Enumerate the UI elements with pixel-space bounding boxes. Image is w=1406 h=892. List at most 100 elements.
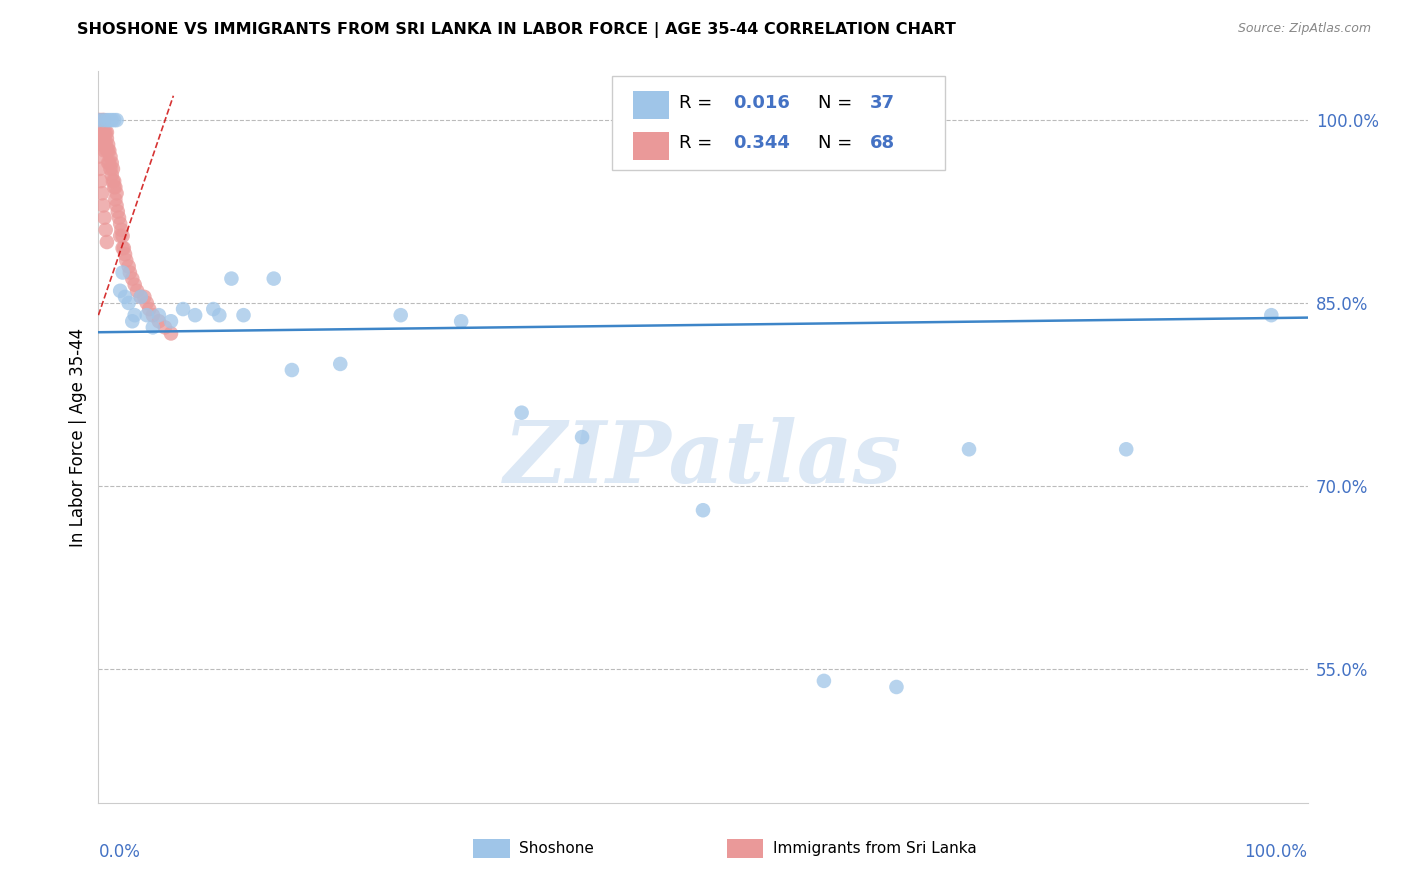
Point (124, 308, 146, 322)
Point (118, 296, 141, 310)
Point (100, 150, 122, 164)
Point (142, 308, 165, 322)
Point (89, 125, 111, 139)
Bar (633, 91, 669, 119)
Text: N =: N = (818, 94, 858, 112)
Text: 0.344: 0.344 (734, 134, 790, 153)
Point (208, 308, 231, 322)
Point (104, 180, 127, 194)
Point (89, 161, 111, 176)
Point (108, 284, 131, 298)
Point (93, 125, 115, 139)
Point (96, 144, 118, 158)
Point (184, 308, 207, 322)
Text: R =: R = (679, 134, 718, 153)
Point (135, 296, 157, 310)
Point (112, 241, 135, 255)
Point (87, 150, 110, 164)
Bar (633, 132, 669, 160)
Point (118, 265, 141, 279)
Point (118, 260, 141, 274)
Point (108, 217, 131, 231)
Text: Source: ZipAtlas.com: Source: ZipAtlas.com (1237, 22, 1371, 36)
Point (110, 223, 132, 237)
Point (129, 290, 152, 304)
Point (107, 204, 129, 219)
Point (105, 198, 128, 212)
Point (91, 113, 114, 128)
Point (571, 430, 593, 444)
Point (121, 271, 143, 285)
Point (160, 314, 183, 328)
Point (93, 211, 115, 225)
Point (101, 174, 124, 188)
Bar (474, 839, 509, 858)
Point (142, 320, 165, 334)
Text: 68: 68 (870, 134, 896, 153)
Point (91, 125, 114, 139)
Point (93, 144, 115, 158)
Point (100, 113, 122, 128)
Point (96, 131, 118, 145)
Point (101, 161, 124, 176)
Point (103, 174, 125, 188)
Text: 100.0%: 100.0% (1244, 843, 1308, 861)
Point (115, 253, 138, 268)
Point (94, 137, 117, 152)
Point (1260, 308, 1282, 322)
Point (93, 131, 115, 145)
Point (138, 301, 160, 317)
Point (510, 406, 533, 420)
Point (1115, 442, 1137, 457)
FancyBboxPatch shape (613, 77, 945, 170)
Point (100, 168, 122, 182)
Point (450, 314, 472, 328)
Point (93, 113, 115, 128)
Text: ZIPatlas: ZIPatlas (503, 417, 903, 500)
Point (389, 308, 412, 322)
Point (91, 137, 114, 152)
Point (91, 186, 114, 201)
Point (96, 235, 118, 249)
Text: Immigrants from Sri Lanka: Immigrants from Sri Lanka (773, 841, 977, 856)
Point (172, 301, 194, 317)
Point (98, 155, 121, 169)
Point (105, 186, 128, 201)
Text: 0.0%: 0.0% (98, 843, 141, 861)
Point (153, 320, 176, 334)
Point (114, 247, 136, 261)
Point (692, 503, 714, 517)
Point (90, 174, 112, 188)
Text: 0.016: 0.016 (734, 94, 790, 112)
Point (111, 241, 134, 255)
Point (87, 113, 110, 128)
Point (129, 290, 152, 304)
Point (90, 113, 112, 128)
Point (281, 363, 304, 377)
Point (98, 144, 121, 158)
Point (263, 271, 285, 285)
Point (91, 113, 114, 128)
Point (96, 113, 118, 128)
Point (202, 301, 225, 317)
Point (221, 271, 243, 285)
Point (232, 308, 254, 322)
Point (97, 137, 120, 152)
Point (105, 113, 128, 128)
Point (94, 125, 117, 139)
Point (89, 113, 111, 128)
Point (98, 113, 121, 128)
Point (97, 144, 120, 158)
Point (91, 113, 114, 128)
Point (103, 180, 125, 194)
Point (813, 673, 835, 688)
Point (91, 137, 114, 152)
Point (121, 314, 143, 328)
Point (111, 265, 134, 279)
Point (135, 308, 157, 322)
Point (90, 131, 112, 145)
Y-axis label: In Labor Force | Age 35-44: In Labor Force | Age 35-44 (69, 327, 87, 547)
Point (94, 223, 117, 237)
Point (91, 198, 114, 212)
Point (97, 155, 120, 169)
